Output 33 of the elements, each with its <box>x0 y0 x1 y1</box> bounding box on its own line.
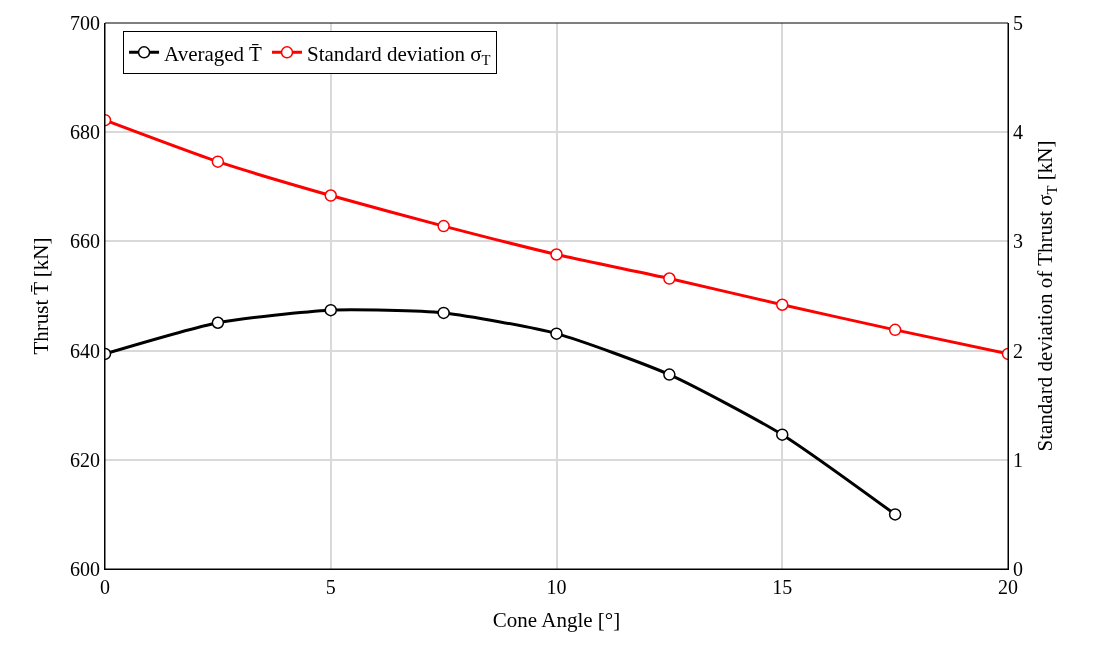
point <box>550 248 563 261</box>
x-tick-label: 15 <box>772 576 793 598</box>
point <box>211 316 225 329</box>
point <box>437 306 450 320</box>
point <box>663 368 676 381</box>
x-tick-label: 5 <box>325 576 336 598</box>
point <box>550 327 563 340</box>
y-tick-label: 700 <box>70 12 100 34</box>
point <box>888 323 902 337</box>
y-tick-label: 680 <box>70 121 100 144</box>
point <box>324 303 337 317</box>
y2-tick-label: 3 <box>1013 230 1023 253</box>
y-tick-label: 620 <box>70 448 100 471</box>
y2-tick-label: 4 <box>1013 121 1023 144</box>
y2-tick-label: 1 <box>1013 448 1023 471</box>
y-tick-label: 640 <box>70 339 100 362</box>
x-tick-label: 0 <box>100 576 110 598</box>
x-tick-label: 10 <box>546 576 567 598</box>
point <box>324 189 337 202</box>
point <box>776 298 789 311</box>
y-tick-label: 660 <box>70 230 100 253</box>
y2-tick-label: 2 <box>1013 339 1023 362</box>
y2-tick-label: 5 <box>1013 12 1023 34</box>
point <box>888 508 902 521</box>
point <box>211 155 225 168</box>
legend-label: Averaged T̄ <box>164 41 262 66</box>
x-axis-title: Cone Angle [°] <box>492 608 621 633</box>
y-axis-title: Thrust T̄ [kN] <box>29 237 54 355</box>
point <box>776 428 789 441</box>
y-tick-label: 600 <box>70 558 100 580</box>
legend-label: Standard deviation σ$_{T}$ <box>306 41 491 68</box>
point <box>437 219 450 233</box>
point <box>663 272 676 285</box>
